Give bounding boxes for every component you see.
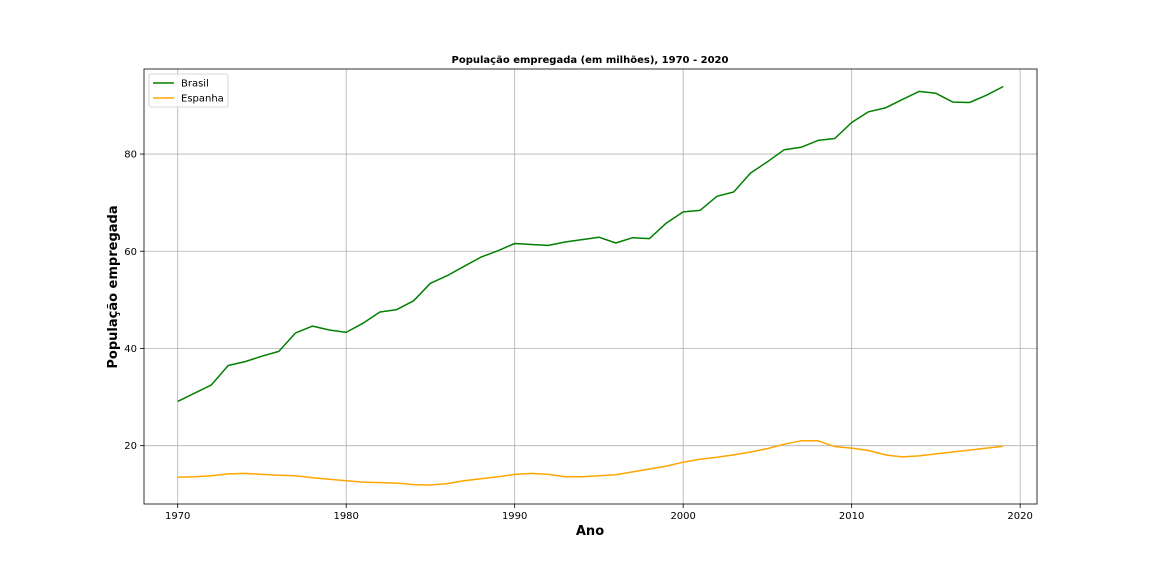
legend-label-espanha: Espanha	[181, 94, 224, 105]
series-line-espanha	[177, 440, 1004, 486]
x-tick-label: 1990	[502, 511, 527, 522]
grid-layer	[144, 69, 1037, 504]
x-tick-label: 2000	[670, 511, 695, 522]
y-axis-label: População empregada	[106, 205, 121, 368]
x-tick-label: 1980	[333, 511, 358, 522]
series-line-brasil	[177, 85, 1004, 403]
x-tick-label: 1970	[165, 511, 190, 522]
series-layer	[177, 85, 1004, 486]
y-tick-label: 80	[124, 150, 137, 161]
y-tick-label: 40	[124, 344, 137, 355]
x-axis-label: Ano	[576, 524, 604, 539]
plot-area-frame	[143, 68, 1038, 505]
chart-title: População empregada (em milhões), 1970 -…	[452, 55, 729, 66]
x-tick-label: 2020	[1007, 511, 1032, 522]
legend: Brasil Espanha	[148, 73, 229, 108]
y-tick-label: 60	[124, 247, 137, 258]
legend-label-brasil: Brasil	[181, 79, 209, 90]
y-tick-label: 20	[124, 441, 137, 452]
x-tick-label: 2010	[839, 511, 864, 522]
